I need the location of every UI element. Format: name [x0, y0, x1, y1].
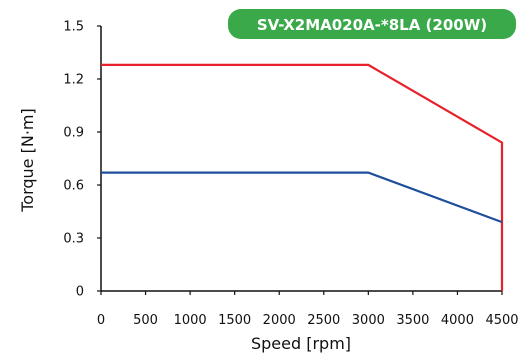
y-tick-label: 0.3 [63, 232, 84, 247]
axes [100, 26, 502, 292]
x-tick-label: 2500 [307, 313, 340, 328]
x-tick-label: 2000 [263, 313, 296, 328]
x-axis-ticks: 0 500 1000 1500 2000 2500 3000 3500 4000 4500 [97, 291, 519, 328]
y-tick-label: 0.6 [63, 179, 84, 194]
chart-title-badge: SV-X2MA020A-*8LA (200W) [228, 9, 516, 39]
y-tick-label: 1.2 [63, 73, 84, 88]
title-badge-background [228, 9, 516, 39]
y-tick-label: 0 [76, 285, 84, 300]
x-axis-title: Speed [rpm] [251, 334, 351, 353]
x-tick-label: 3000 [352, 313, 385, 328]
y-tick-label: 1.5 [63, 20, 84, 35]
series-line-2 [101, 171, 503, 224]
y-axis-ticks: 0 0.3 0.6 0.9 1.2 1.5 [63, 20, 101, 300]
y-axis-title: Torque [N·m] [18, 108, 37, 213]
x-tick-label: 1000 [174, 313, 207, 328]
x-tick-label: 500 [133, 313, 158, 328]
series-lines [101, 63, 504, 291]
series-line-1 [101, 63, 504, 291]
x-tick-label: 0 [97, 313, 105, 328]
y-tick-label: 0.9 [63, 126, 84, 141]
x-tick-label: 4500 [485, 313, 518, 328]
chart-title: SV-X2MA020A-*8LA (200W) [257, 16, 487, 34]
x-tick-label: 4000 [441, 313, 474, 328]
x-tick-label: 3500 [396, 313, 429, 328]
x-tick-label: 1500 [218, 313, 251, 328]
